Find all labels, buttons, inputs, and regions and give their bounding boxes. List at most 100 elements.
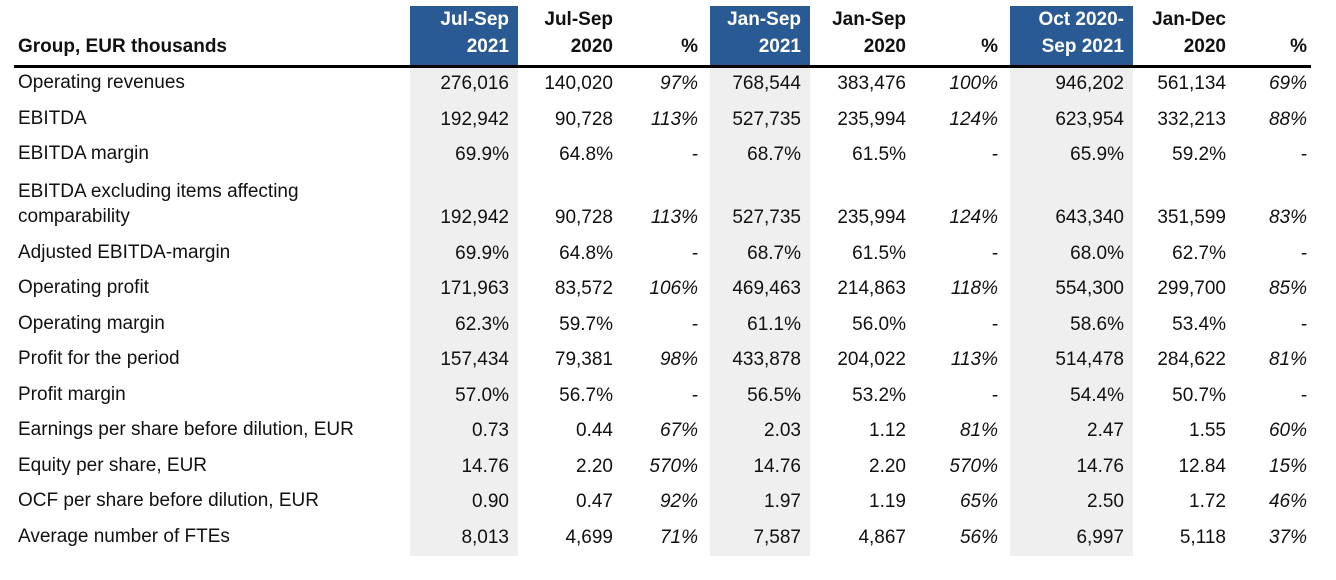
cell-change-pct: 83% — [1268, 207, 1307, 228]
cell-value: 61.5% — [852, 144, 906, 165]
cell-value: 1.97 — [710, 484, 810, 520]
cell-change-pct: - — [691, 144, 698, 165]
cell-value: 14.76 — [1010, 449, 1133, 485]
column-gap — [702, 138, 710, 174]
cell-value: 62.7% — [1172, 242, 1226, 264]
table-row: Average number of FTEs 8,013 4,699 71% 7,587… — [14, 520, 1311, 556]
col-header-jul-sep-2020: Jul-Sep 2020 — [518, 6, 625, 68]
column-gap — [702, 272, 710, 308]
cell-value: 4,867 — [858, 526, 906, 548]
column-gap — [1002, 307, 1010, 343]
col-header-jul-sep-2021: Jul-Sep 2021 — [410, 6, 518, 68]
cell-change-pct: - — [991, 144, 998, 165]
col-header-jan-sep-2020: Jan-Sep 2020 — [810, 6, 918, 68]
cell-value: 332,213 — [1157, 108, 1226, 130]
row-label: Operating profit — [18, 277, 149, 298]
cell-change-pct: - — [691, 313, 698, 335]
col-header-line1: Jan-Sep — [832, 9, 906, 30]
row-label: Operating margin — [18, 312, 165, 334]
cell-value: 54.4% — [1010, 378, 1133, 414]
col-header-line1: Jul-Sep — [544, 9, 613, 30]
cell-change-pct: 570% — [949, 455, 998, 477]
column-gap — [702, 236, 710, 272]
row-label: Earnings per share before dilution, EUR — [18, 419, 354, 440]
cell-value: 643,340 — [1010, 173, 1133, 236]
cell-value: 4,699 — [565, 526, 613, 548]
cell-value: 68.7% — [710, 137, 810, 173]
cell-value: 1.19 — [869, 491, 906, 512]
corner-header-group-eur-thousands: Group, EUR thousands — [14, 6, 410, 68]
cell-change-pct: 60% — [1268, 420, 1307, 441]
row-label: Equity per share, EUR — [18, 454, 208, 476]
table-row: Operating profit 171,963 83,572 106% 469,463… — [14, 271, 1311, 308]
cell-value: 56.5% — [710, 378, 810, 414]
column-gap — [702, 520, 710, 556]
cell-value: 527,735 — [710, 173, 810, 236]
row-label: EBITDA — [18, 107, 87, 129]
cell-change-pct: 67% — [659, 420, 698, 441]
cell-change-pct: 106% — [649, 278, 698, 299]
table-row: EBITDA 192,942 90,728 113% 527,735 235,994 124… — [14, 102, 1311, 138]
row-label: Adjusted EBITDA-margin — [18, 241, 231, 263]
column-gap — [702, 414, 710, 450]
cell-change-pct: 88% — [1268, 108, 1307, 130]
cell-value: 59.2% — [1172, 144, 1226, 165]
cell-change-pct: - — [691, 384, 698, 406]
cell-value: 64.8% — [559, 144, 613, 165]
cell-value: 12.84 — [1178, 455, 1226, 477]
cell-value: 50.7% — [1172, 384, 1226, 406]
col-header-line2: Sep 2021 — [1041, 36, 1124, 57]
cell-value: 204,022 — [837, 349, 906, 370]
cell-value: 2.20 — [576, 455, 613, 477]
cell-value: 235,994 — [837, 207, 906, 228]
col-header-line1: Jan-Dec — [1152, 9, 1226, 30]
cell-value: 2.20 — [869, 455, 906, 477]
cell-change-pct: 15% — [1268, 455, 1307, 477]
table-row: Operating revenues 276,016 140,020 97% 768,5… — [14, 66, 1311, 103]
cell-value: 0.90 — [410, 484, 518, 520]
cell-value: 61.5% — [852, 242, 906, 264]
table-row: Profit for the period 157,434 79,381 98% 433… — [14, 342, 1311, 378]
cell-change-pct: 124% — [949, 207, 998, 228]
cell-change-pct: - — [991, 242, 998, 264]
table-header: Group, EUR thousands Jul-Sep 2021 Jul-Se… — [14, 6, 1311, 68]
cell-value: 0.47 — [576, 491, 613, 512]
cell-value: 90,728 — [554, 108, 613, 130]
cell-change-pct: - — [1300, 144, 1307, 165]
cell-value: 1.55 — [1189, 420, 1226, 441]
cell-value: 433,878 — [710, 342, 810, 378]
column-gap — [702, 67, 710, 103]
col-header-line1: Oct 2020- — [1038, 9, 1124, 30]
row-label: OCF per share before dilution, EUR — [18, 490, 319, 511]
column-gap — [1002, 67, 1010, 103]
col-header-line2: 2020 — [1183, 36, 1226, 57]
cell-value: 62.3% — [410, 307, 518, 343]
column-gap — [702, 102, 710, 138]
cell-value: 946,202 — [1010, 66, 1133, 102]
row-label: EBITDA margin — [18, 143, 149, 164]
cell-value: 0.73 — [410, 413, 518, 449]
row-label: Profit for the period — [18, 348, 180, 369]
cell-change-pct: 113% — [950, 349, 998, 370]
cell-value: 59.7% — [559, 313, 613, 335]
col-header-oct-2020-sep-2021: Oct 2020- Sep 2021 — [1010, 6, 1133, 68]
cell-value: 192,942 — [410, 102, 518, 138]
cell-value: 383,476 — [837, 73, 906, 94]
cell-value: 284,622 — [1157, 349, 1226, 370]
cell-value: 68.7% — [710, 236, 810, 272]
cell-change-pct: 85% — [1268, 278, 1307, 299]
col-header-pct-3: % — [1238, 6, 1311, 68]
cell-value: 83,572 — [554, 278, 613, 299]
table-row: Earnings per share before dilution, EUR 0… — [14, 413, 1311, 450]
cell-value: 2.50 — [1010, 484, 1133, 520]
cell-value: 61.1% — [710, 307, 810, 343]
cell-value: 527,735 — [710, 102, 810, 138]
cell-value: 8,013 — [410, 520, 518, 556]
col-header-jan-sep-2021: Jan-Sep 2021 — [710, 6, 810, 68]
cell-value: 53.4% — [1172, 313, 1226, 335]
cell-value: 69.9% — [410, 236, 518, 272]
cell-value: 56.7% — [559, 384, 613, 406]
cell-change-pct: 100% — [949, 73, 998, 94]
financial-summary-table: Group, EUR thousands Jul-Sep 2021 Jul-Se… — [14, 6, 1311, 556]
